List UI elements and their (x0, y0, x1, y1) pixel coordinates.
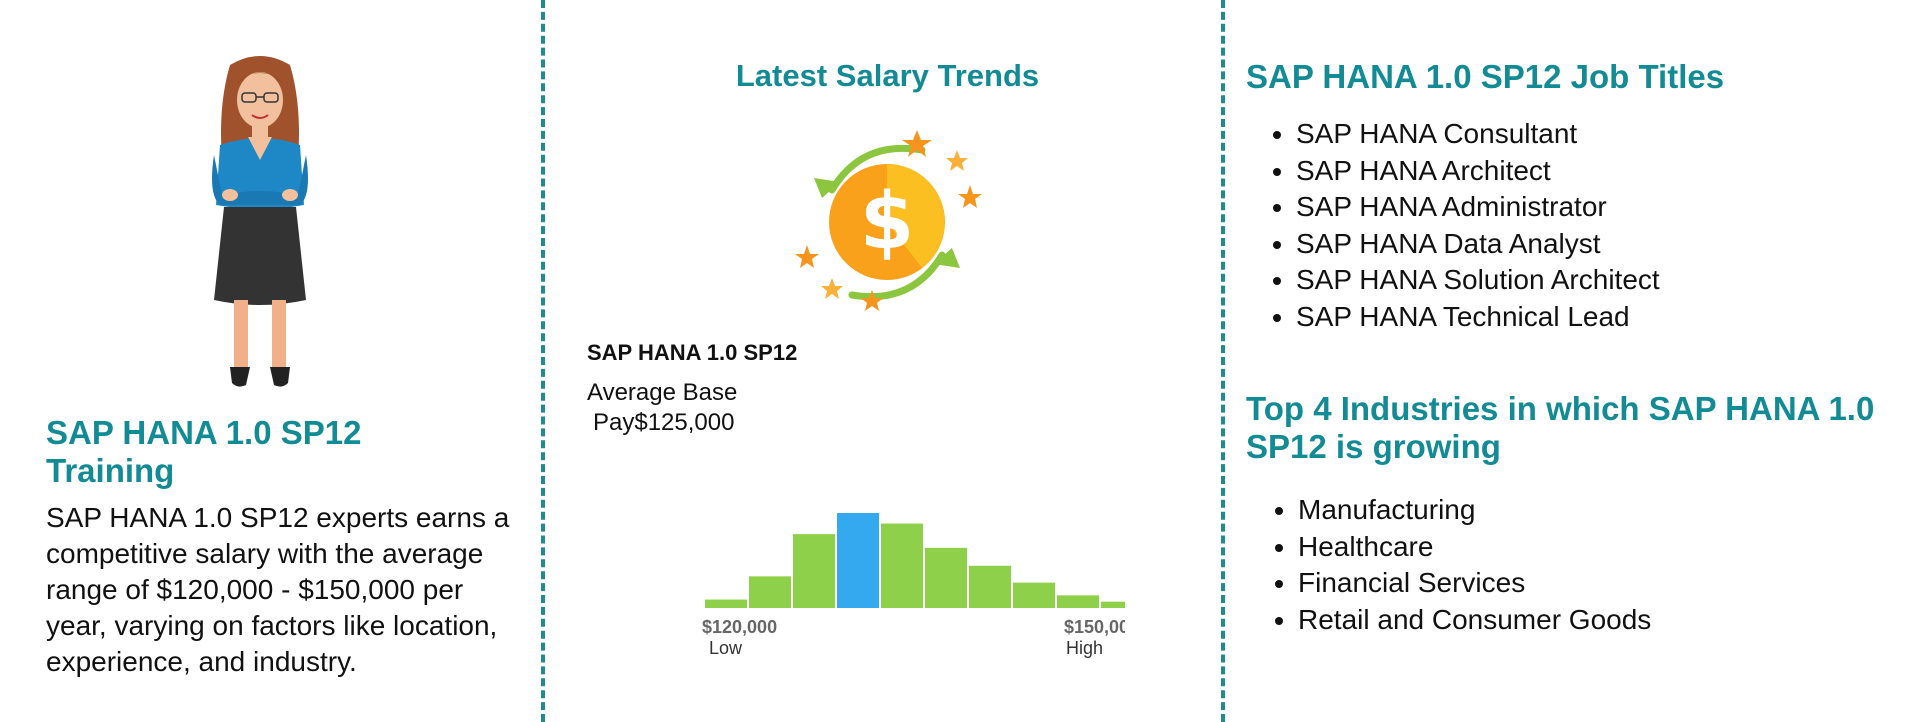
histogram-bar (705, 599, 747, 608)
industries-list: Manufacturing Healthcare Financial Servi… (1248, 492, 1651, 638)
list-item: Financial Services (1298, 565, 1651, 602)
low-label: Low (709, 638, 743, 658)
column-divider-right (1221, 0, 1225, 722)
list-item: SAP HANA Administrator (1296, 189, 1660, 226)
training-title: SAP HANA 1.0 SP12 Training (46, 414, 362, 489)
training-column: SAP HANA 1.0 SP12 Training SAP HANA 1.0 … (0, 0, 545, 722)
job-titles-list: SAP HANA Consultant SAP HANA Architect S… (1246, 116, 1660, 335)
histogram-bar (1101, 601, 1125, 608)
average-base-pay: Average Base Pay$125,000 (587, 378, 737, 438)
high-value-label: $150,000 (1064, 617, 1125, 637)
average-base-label: Average Base (587, 379, 738, 406)
low-value-label: $120,000 (702, 617, 777, 637)
histogram-bar (793, 534, 835, 608)
svg-text:$: $ (860, 177, 914, 267)
list-item: SAP HANA Consultant (1296, 116, 1660, 153)
salary-description: SAP HANA 1.0 SP12 experts earns a compet… (46, 502, 510, 677)
dollar-coin-icon: $ (795, 130, 982, 311)
list-item: SAP HANA Solution Architect (1296, 262, 1660, 299)
histogram-bar (749, 576, 791, 608)
histogram-bar (881, 523, 923, 608)
industries-heading: Top 4 Industries in which SAP HANA 1.0 S… (1246, 390, 1875, 465)
list-item: SAP HANA Technical Lead (1296, 299, 1660, 336)
professional-woman-illustration (212, 56, 308, 387)
list-item: SAP HANA Architect (1296, 153, 1660, 190)
column-divider-left (541, 0, 545, 722)
list-item: SAP HANA Data Analyst (1296, 226, 1660, 263)
high-label: High (1066, 638, 1103, 658)
job-name: SAP HANA 1.0 SP12 (587, 340, 798, 365)
histogram-bar (837, 513, 879, 608)
histogram-bar (925, 547, 967, 608)
job-titles-heading: SAP HANA 1.0 SP12 Job Titles (1246, 58, 1725, 95)
salary-histogram: $120,000 Low $150,000 High (702, 513, 1125, 658)
histogram-bar (969, 565, 1011, 608)
histogram-bar (1013, 582, 1055, 608)
list-item: Healthcare (1298, 529, 1651, 566)
salary-trends-title: Latest Salary Trends (735, 58, 1040, 93)
job-info-column: SAP HANA 1.0 SP12 Job Titles SAP HANA Co… (1230, 0, 1929, 722)
list-item: Retail and Consumer Goods (1298, 602, 1651, 639)
histogram-bar (1057, 595, 1099, 608)
average-base-value: Pay$125,000 (593, 409, 735, 436)
list-item: Manufacturing (1298, 492, 1651, 529)
salary-trends-column: Latest Salary Trends $ SAP HANA 1.0 SP12… (545, 0, 1230, 722)
